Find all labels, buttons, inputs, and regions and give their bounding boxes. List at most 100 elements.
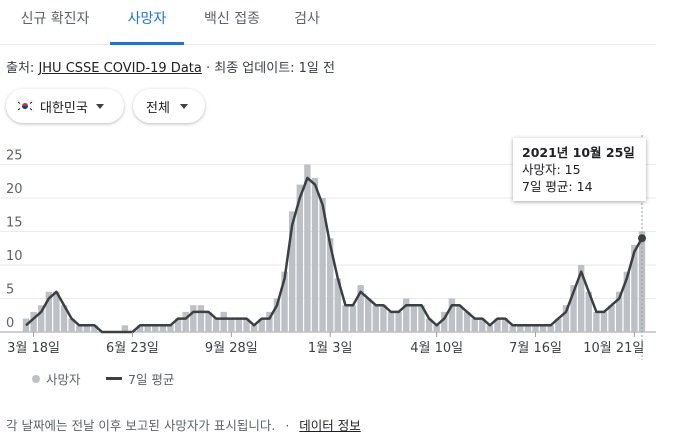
bar [448,298,456,332]
bar [197,305,205,332]
bar [212,318,220,332]
bar [167,325,174,332]
tab-vaccination[interactable]: 백신 접종 [204,11,260,27]
bar [486,325,494,332]
source-line: 출처: JHU CSSE COVID-19 Data · 최종 업데이트: 1일… [6,57,335,76]
tooltip-date: 2021년 10월 25일 [522,145,635,160]
chevron-down-icon [95,103,104,109]
chart-y-ticks: 0 5 10 15 20 25 [6,149,23,332]
bar [425,318,433,332]
bar [547,325,554,332]
bar [418,305,425,332]
bar [387,311,395,332]
y-tick-label: 5 [6,283,14,298]
bar [243,318,250,332]
bar [494,318,501,332]
bar [501,318,509,332]
tooltip-avg: 7일 평균: 14 [522,179,593,194]
bar [517,325,524,332]
data-info-link[interactable]: 데이터 정보 [299,418,361,433]
bar [334,278,341,332]
legend-daily-label: 사망자 [46,372,81,387]
bar [593,311,600,332]
bar [555,318,562,332]
bar [441,311,448,332]
y-tick-label: 15 [6,216,23,231]
bar [638,231,646,332]
tab-new-cases[interactable]: 신규 확진자 [20,11,90,27]
bar [532,325,539,332]
bar [357,285,364,332]
bar [266,311,273,332]
bar [311,177,319,332]
source-suffix: · 최종 업데이트: 1일 전 [201,61,335,76]
bar [288,211,296,332]
bar [30,311,37,332]
bar [365,298,372,332]
chart-hover-dot [638,234,646,243]
bar [327,238,334,332]
x-tick-label: 6월 23일 [106,341,159,356]
bar [159,325,167,332]
bar [577,265,585,332]
bar [349,305,357,332]
bar [60,305,68,332]
bar [68,318,75,332]
bar [220,311,227,332]
bar [144,325,151,332]
bar [205,311,212,332]
bar [258,318,265,332]
scope-label: 전체 [146,100,170,116]
country-label: 대한민국 [40,100,88,116]
legend-daily-swatch [32,374,40,383]
bar [76,325,83,332]
tab-bar: 신규 확진자 사망자 백신 접종 검사 [0,0,656,45]
korea-flag-icon [16,100,34,112]
x-tick-label: 10월 21일 [583,341,644,356]
y-tick-label: 0 [6,316,14,331]
bar [372,305,380,332]
chart-tooltip: 2021년 10월 25일 사망자: 15 7일 평균: 14 [513,138,646,201]
chart-x-ticks: 3월 18일 6월 23일 9월 28일 1월 3일 4월 10일 7월 16일 10월 2… [7,332,644,356]
deaths-chart[interactable]: 0 5 10 15 20 25 3월 18일 6월 23일 9월 28일 1월 3일 4월 10일… [0,125,675,360]
source-link[interactable]: JHU CSSE COVID-19 Data [38,61,202,76]
x-tick-label: 4월 10일 [410,341,463,356]
bar [273,298,281,332]
y-tick-label: 25 [6,149,23,164]
tab-testing[interactable]: 검사 [294,11,320,27]
bar [182,311,189,332]
bar [174,318,182,332]
legend-avg: 7일 평균 [106,369,174,388]
bar [304,164,311,332]
bar [600,311,608,332]
country-dropdown[interactable]: 대한민국 [6,89,124,123]
bar [615,291,623,332]
x-tick-label: 3월 18일 [7,341,60,356]
footer-separator: · [285,418,290,433]
tab-deaths[interactable]: 사망자 [110,0,184,45]
legend-daily: 사망자 [32,369,81,388]
bar [570,285,577,332]
bar [281,271,288,332]
bar [539,325,547,332]
bar [524,325,532,332]
bar [91,325,98,332]
bar [250,325,258,332]
bar [395,311,402,332]
x-tick-label: 9월 28일 [205,341,258,356]
bar [562,305,570,332]
bar [433,325,440,332]
bar [456,305,463,332]
x-tick-label: 1월 3일 [308,341,353,356]
bar [380,305,387,332]
bar [631,244,638,332]
bar [471,318,478,332]
bar [403,298,410,332]
bar [608,305,615,332]
y-tick-label: 20 [6,182,23,197]
bar [479,318,486,332]
scope-dropdown[interactable]: 전체 [133,89,205,123]
chevron-down-icon [179,103,188,109]
bar [53,291,60,332]
bar [296,184,303,332]
